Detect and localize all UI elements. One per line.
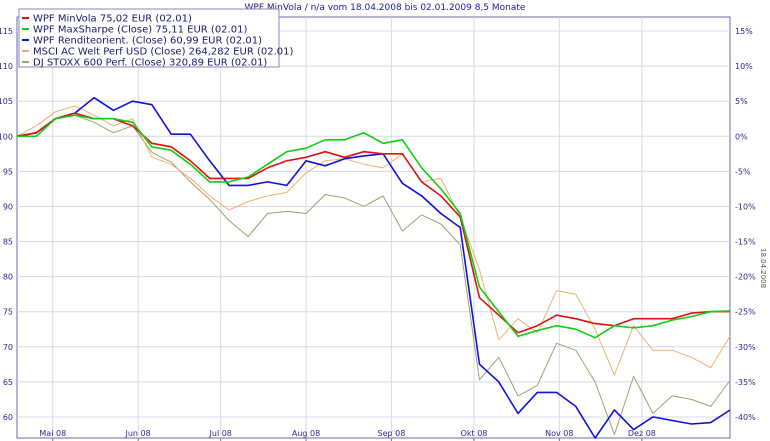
chart-title: WPF MinVola / n/a vom 18.04.2008 bis 02.… bbox=[245, 3, 526, 13]
x-tick-label: Mai 08 bbox=[39, 429, 66, 438]
y-tick-label-left: 115 bbox=[0, 27, 13, 36]
y-axis-right: -40% -35% -30% -25% -20% -15% -10% -5% 0% 5% 10% 15… bbox=[735, 27, 756, 422]
grid bbox=[17, 17, 730, 438]
y-tick-label-right: -5% bbox=[735, 167, 751, 176]
x-tick-label: Nov 08 bbox=[545, 429, 573, 438]
y-tick-label-right: -20% bbox=[735, 273, 756, 282]
x-tick-label: Aug 08 bbox=[292, 429, 320, 438]
side-date-label: 18.04.2008 bbox=[759, 248, 767, 288]
legend: WPF MinVola 75,02 EUR (02.01)WPF MaxShar… bbox=[18, 8, 293, 69]
legend-label: WPF MaxSharpe (Close) 75,11 EUR (02.01) bbox=[33, 25, 247, 36]
y-tick-label-right: -30% bbox=[735, 343, 756, 352]
x-tick-label: Jun 08 bbox=[125, 429, 151, 438]
y-tick-label-right: -15% bbox=[735, 238, 756, 247]
legend-label: MSCI AC Welt Perf USD (Close) 264,282 EU… bbox=[33, 47, 293, 58]
y-tick-label-right: -35% bbox=[735, 378, 756, 387]
y-tick-label-left: 90 bbox=[3, 202, 13, 211]
y-tick-label-right: -25% bbox=[735, 308, 756, 317]
y-tick-label-left: 110 bbox=[0, 62, 13, 71]
x-tick-label: Sep 08 bbox=[377, 429, 405, 438]
y-tick-label-left: 60 bbox=[3, 413, 13, 422]
series-line-3 bbox=[16, 96, 731, 439]
y-tick-label-left: 100 bbox=[0, 132, 13, 141]
y-tick-label-left: 65 bbox=[3, 378, 13, 387]
x-tick-label: Okt 08 bbox=[461, 429, 488, 438]
x-tick-label: Jul 08 bbox=[209, 429, 232, 438]
legend-label: WPF MinVola 75,02 EUR (02.01) bbox=[33, 14, 192, 25]
y-tick-label-right: -10% bbox=[735, 202, 756, 211]
y-tick-label-left: 75 bbox=[3, 308, 13, 317]
legend-label: WPF Renditeorient. (Close) 60,99 EUR (02… bbox=[33, 36, 262, 47]
series-line-1 bbox=[16, 112, 731, 334]
series-line-2 bbox=[17, 114, 731, 339]
y-tick-label-left: 85 bbox=[3, 238, 13, 247]
series-lines bbox=[16, 96, 731, 439]
x-tick-label: Dez 08 bbox=[628, 429, 656, 438]
x-axis: Mai 08 Jun 08 Jul 08 Aug 08 Sep 08 Okt 08 Nov … bbox=[39, 429, 656, 441]
y-tick-label-left: 70 bbox=[3, 343, 13, 352]
y-tick-label-right: 0% bbox=[735, 132, 748, 141]
y-tick-label-right: 5% bbox=[735, 97, 748, 106]
y-axis-left: 60 65 70 75 80 85 90 95 100 105 110 115 bbox=[0, 27, 13, 422]
legend-label: DJ STOXX 600 Perf. (Close) 320,89 EUR (0… bbox=[33, 58, 267, 69]
y-tick-label-right: -40% bbox=[735, 413, 756, 422]
plot-area bbox=[16, 16, 731, 439]
y-tick-label-left: 95 bbox=[3, 167, 13, 176]
y-tick-label-left: 105 bbox=[0, 97, 13, 106]
y-tick-label-left: 80 bbox=[3, 273, 13, 282]
legend-box bbox=[18, 8, 280, 68]
y-tick-label-right: 10% bbox=[735, 62, 753, 71]
y-tick-label-right: 15% bbox=[735, 27, 753, 36]
series-line-5 bbox=[16, 114, 731, 435]
